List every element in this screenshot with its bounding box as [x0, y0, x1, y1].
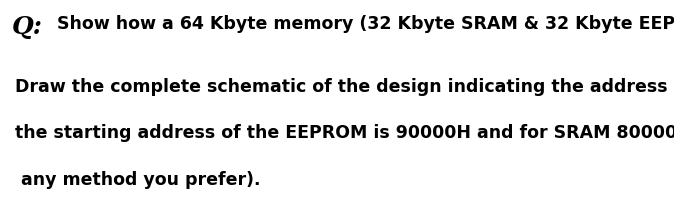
- Text: the starting address of the EEPROM is 90000H and for SRAM 80000H. (Using: the starting address of the EEPROM is 90…: [15, 124, 674, 142]
- Text: Draw the complete schematic of the design indicating the address map. Assume: Draw the complete schematic of the desig…: [15, 78, 674, 96]
- Text: Q:: Q:: [12, 15, 43, 39]
- Text: Show how a 64 Kbyte memory (32 Kbyte SRAM & 32 Kbyte EEPROM): Show how a 64 Kbyte memory (32 Kbyte SRA…: [57, 15, 674, 33]
- Text: any method you prefer).: any method you prefer).: [15, 171, 260, 189]
